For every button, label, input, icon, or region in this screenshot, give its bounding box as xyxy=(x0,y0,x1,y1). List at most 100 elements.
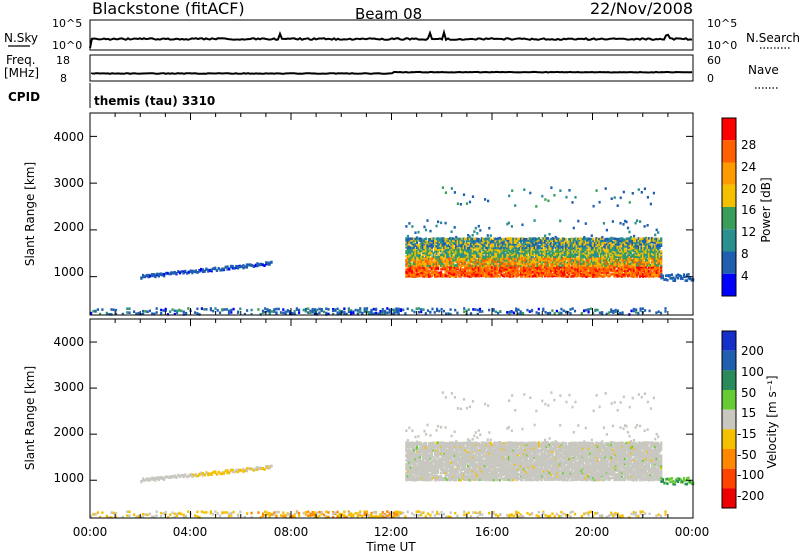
power-cell xyxy=(257,308,260,311)
power-cell xyxy=(412,253,416,257)
power-cell xyxy=(625,239,628,242)
power-cell xyxy=(452,259,455,262)
power-cell xyxy=(338,309,341,313)
velocity-cell xyxy=(175,514,179,517)
velocity-cell xyxy=(641,510,644,514)
power-cell xyxy=(506,274,509,278)
velocity-cell xyxy=(405,464,408,467)
velocity-cell xyxy=(553,515,556,518)
power-cell xyxy=(642,269,645,273)
power-cell xyxy=(418,264,422,268)
power-cell xyxy=(649,257,652,260)
power-cell xyxy=(657,241,660,244)
power-cell xyxy=(569,268,572,271)
power-cell xyxy=(625,220,628,224)
power-cell xyxy=(631,246,634,250)
power-cell xyxy=(515,269,518,272)
power-cell xyxy=(489,241,492,245)
power-cell xyxy=(629,266,633,269)
power-cell xyxy=(474,264,477,267)
power-cell xyxy=(424,237,428,241)
power-cell xyxy=(643,225,646,228)
power-cell xyxy=(461,239,464,242)
velocity-cell xyxy=(406,470,409,473)
velocity-cell xyxy=(409,445,412,448)
power-cell xyxy=(611,255,614,259)
power-cell xyxy=(616,246,619,249)
power-cell xyxy=(574,265,577,269)
power-cell xyxy=(471,253,474,257)
power-cell xyxy=(450,244,453,248)
power-cell xyxy=(581,259,584,262)
power-cell xyxy=(521,246,524,249)
power-cell xyxy=(557,248,560,252)
velocity-cell xyxy=(393,511,396,515)
power-cell xyxy=(452,244,455,248)
power-cell xyxy=(640,243,643,246)
power-cell xyxy=(614,308,617,312)
power-cell xyxy=(497,248,500,251)
power-cell xyxy=(406,246,409,250)
power-cell xyxy=(438,239,441,242)
power-cell xyxy=(239,307,242,311)
power-cell xyxy=(559,266,562,269)
power-cell xyxy=(507,251,510,255)
power-cell xyxy=(565,271,568,275)
power-cell xyxy=(507,274,510,278)
power-cell xyxy=(626,260,630,263)
power-cell xyxy=(636,256,639,260)
power-cell xyxy=(492,272,495,276)
power-cell xyxy=(112,308,115,312)
velocity-cell xyxy=(155,514,158,517)
velocity-cell xyxy=(242,470,245,474)
power-cell xyxy=(616,269,619,272)
power-cell xyxy=(412,248,416,252)
power-cell xyxy=(459,273,462,276)
power-cell xyxy=(629,262,633,266)
power-cell xyxy=(450,262,453,265)
power-cell xyxy=(553,264,556,267)
power-cell xyxy=(486,239,489,243)
power-cell xyxy=(521,223,524,227)
power-cell xyxy=(101,308,104,311)
power-cell xyxy=(610,310,613,313)
power-cell xyxy=(429,239,432,243)
power-cell xyxy=(530,253,533,256)
velocity-cell xyxy=(417,464,420,468)
velocity-cell xyxy=(409,469,412,473)
velocity-cell xyxy=(313,511,317,514)
power-cell xyxy=(640,251,643,255)
power-cell xyxy=(427,264,431,268)
power-cell xyxy=(636,266,639,269)
power-cell xyxy=(614,260,618,264)
power-cell xyxy=(482,268,485,271)
power-cell xyxy=(639,220,642,223)
power-cell xyxy=(455,257,458,261)
power-cell xyxy=(658,266,661,269)
power-cell xyxy=(499,310,502,313)
power-cell xyxy=(639,265,642,269)
power-cell xyxy=(483,244,486,248)
power-cell xyxy=(643,273,646,276)
power-cell xyxy=(426,219,429,222)
velocity-cell xyxy=(417,457,420,461)
power-cell xyxy=(447,274,450,278)
power-cell xyxy=(531,266,535,269)
power-cell xyxy=(126,311,129,314)
power-cell xyxy=(536,255,539,258)
power-cell xyxy=(498,244,501,248)
power-cell xyxy=(649,243,652,246)
velocity-cell xyxy=(657,513,660,516)
power-cell xyxy=(599,274,602,278)
power-cell xyxy=(518,243,521,246)
power-cell xyxy=(352,311,355,315)
power-cell xyxy=(605,257,608,261)
power-cell xyxy=(443,253,446,256)
power-cell xyxy=(542,252,545,255)
power-cell xyxy=(154,275,157,279)
power-cell xyxy=(637,255,640,259)
power-cell xyxy=(541,246,544,249)
power-cell xyxy=(229,265,233,269)
power-cell xyxy=(284,312,287,315)
power-cell xyxy=(636,242,639,246)
